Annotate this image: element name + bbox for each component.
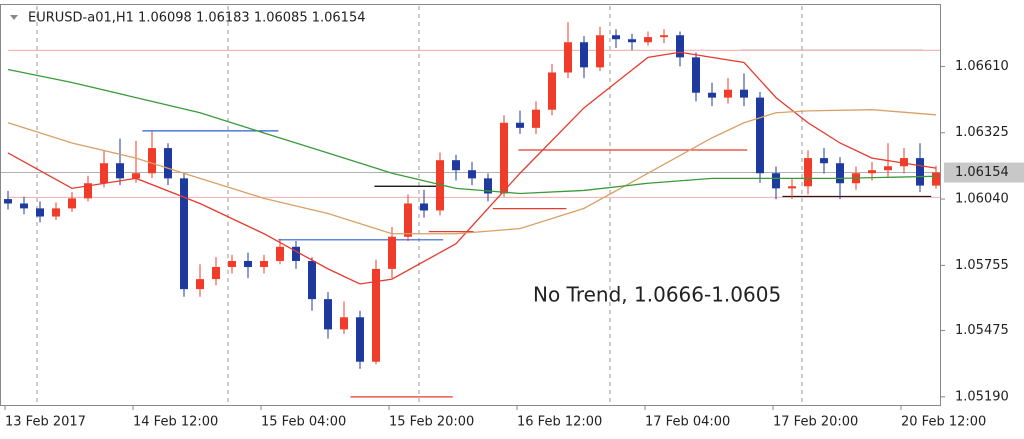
candle-body (724, 89, 732, 98)
annotation: No Trend, 1.0666-1.0605 (533, 283, 781, 307)
candle-body (676, 35, 684, 58)
candle-body (484, 178, 492, 194)
candle-body (180, 178, 188, 290)
candle-body (468, 170, 476, 179)
plot-frame (0, 4, 941, 406)
candle-body (708, 92, 716, 98)
x-tick-label: 16 Feb 12:00 (517, 415, 602, 430)
x-tick-label: 17 Feb 04:00 (645, 415, 730, 430)
candle-body (276, 246, 284, 261)
x-tick-label: 17 Feb 20:00 (773, 415, 858, 430)
y-tick-label: 1.06325 (955, 125, 1009, 140)
candle-body (868, 170, 876, 174)
moving-average (7, 68, 937, 195)
candle-body (388, 236, 396, 269)
candle-body (244, 260, 252, 268)
moving-average (7, 109, 937, 235)
candle-body (340, 317, 348, 330)
candle-body (196, 279, 204, 290)
candle-body (356, 317, 364, 362)
x-tick-label: 15 Feb 20:00 (389, 415, 474, 430)
candle-body (20, 203, 28, 209)
candle-body (452, 160, 460, 171)
candle-body (228, 260, 236, 268)
candle-body (436, 160, 444, 211)
y-tick-label: 1.05190 (955, 389, 1009, 404)
candle-body (788, 186, 796, 189)
candle-body (292, 246, 300, 261)
candle-body (564, 42, 572, 73)
candle-body (692, 57, 700, 93)
candle-body (420, 203, 428, 211)
candle-body (132, 173, 140, 179)
candle-body (804, 158, 812, 187)
x-tick-label: 15 Feb 04:00 (261, 415, 346, 430)
candle-body (644, 37, 652, 43)
candle-body (212, 267, 220, 280)
candle-body (36, 208, 44, 217)
candle-body (756, 97, 764, 174)
candle-body (628, 39, 636, 43)
candle-body (884, 166, 892, 171)
y-tick-label: 1.05475 (955, 323, 1009, 338)
candle-body (772, 173, 780, 189)
candle-body (404, 203, 412, 237)
candle-body (148, 148, 156, 174)
candle-body (4, 199, 12, 204)
candle-body (500, 122, 508, 194)
candle-body (932, 172, 940, 186)
candle-body (308, 260, 316, 300)
y-tick-label: 1.06040 (955, 192, 1009, 207)
candle-body (548, 72, 556, 110)
x-tick-label: 20 Feb 12:00 (901, 415, 986, 430)
candle-body (324, 299, 332, 330)
candle-body (372, 268, 380, 362)
plot (0, 22, 940, 398)
candle-body (916, 158, 924, 186)
candle-body (612, 35, 620, 40)
moving-average (7, 51, 937, 285)
candle-body (68, 198, 76, 209)
candle-body (516, 122, 524, 128)
candle-body (52, 208, 60, 217)
candle-body (660, 35, 668, 38)
candle-body (116, 163, 124, 179)
candle-body (740, 89, 748, 98)
candle-body (260, 260, 268, 268)
candle-body (820, 158, 828, 164)
candle-body (84, 183, 92, 199)
candle-body (100, 163, 108, 184)
candle-body (596, 35, 604, 68)
x-tick-label: 13 Feb 2017 (5, 415, 86, 430)
candle-body (532, 109, 540, 128)
y-tick-label: 1.05755 (955, 258, 1009, 273)
candle-body (836, 163, 844, 184)
last-price-box (944, 162, 1024, 183)
x-tick-label: 14 Feb 12:00 (133, 415, 218, 430)
y-tick-label: 1.06610 (955, 59, 1009, 74)
chart-title: EURUSD-a01,H1 1.06098 1.06183 1.06085 1.… (28, 11, 365, 26)
menu-arrow[interactable] (10, 15, 18, 20)
candle-body (580, 42, 588, 68)
last-price-label: 1.06154 (955, 165, 1009, 180)
candle-body (164, 148, 172, 179)
candle-body (900, 158, 908, 167)
